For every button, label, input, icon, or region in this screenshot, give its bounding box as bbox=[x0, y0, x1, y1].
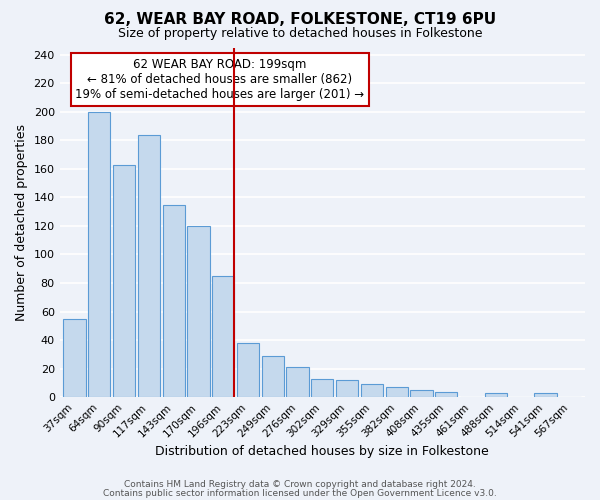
Bar bbox=[138, 134, 160, 397]
Bar bbox=[410, 390, 433, 397]
Text: Contains public sector information licensed under the Open Government Licence v3: Contains public sector information licen… bbox=[103, 488, 497, 498]
Bar bbox=[187, 226, 209, 397]
Bar bbox=[435, 392, 457, 397]
Bar bbox=[212, 276, 235, 397]
Bar bbox=[534, 393, 557, 397]
Bar bbox=[336, 380, 358, 397]
Bar bbox=[361, 384, 383, 397]
Bar bbox=[286, 367, 309, 397]
Y-axis label: Number of detached properties: Number of detached properties bbox=[15, 124, 28, 321]
Bar bbox=[163, 204, 185, 397]
Bar bbox=[262, 356, 284, 397]
Text: 62 WEAR BAY ROAD: 199sqm
← 81% of detached houses are smaller (862)
19% of semi-: 62 WEAR BAY ROAD: 199sqm ← 81% of detach… bbox=[76, 58, 364, 101]
X-axis label: Distribution of detached houses by size in Folkestone: Distribution of detached houses by size … bbox=[155, 444, 489, 458]
Bar bbox=[386, 387, 408, 397]
Bar bbox=[88, 112, 110, 397]
Bar bbox=[485, 393, 507, 397]
Text: 62, WEAR BAY ROAD, FOLKESTONE, CT19 6PU: 62, WEAR BAY ROAD, FOLKESTONE, CT19 6PU bbox=[104, 12, 496, 28]
Bar bbox=[113, 164, 135, 397]
Bar bbox=[237, 343, 259, 397]
Text: Contains HM Land Registry data © Crown copyright and database right 2024.: Contains HM Land Registry data © Crown c… bbox=[124, 480, 476, 489]
Bar bbox=[64, 318, 86, 397]
Bar bbox=[311, 378, 334, 397]
Text: Size of property relative to detached houses in Folkestone: Size of property relative to detached ho… bbox=[118, 28, 482, 40]
